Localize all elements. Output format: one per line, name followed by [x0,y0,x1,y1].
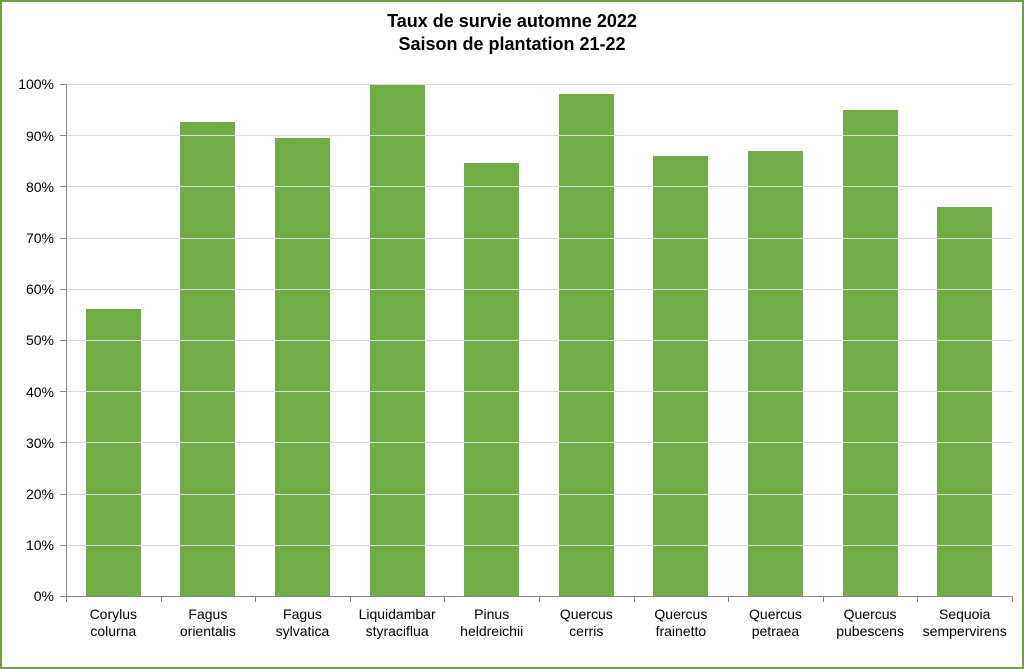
gridline [66,238,1012,239]
y-tick-label: 10% [2,537,54,553]
x-category-label: Coryluscolurna [66,606,161,640]
bar [464,163,519,596]
x-tick-mark [917,596,918,602]
x-category-label-line1: Liquidambar [350,606,445,623]
x-category-label-line2: styraciflua [350,623,445,640]
x-category-label-line1: Sequoia [917,606,1012,623]
x-tick-mark [255,596,256,602]
x-category-label: Fagusorientalis [161,606,256,640]
x-tick-mark [350,596,351,602]
x-category-label-line2: heldreichii [444,623,539,640]
gridline [66,391,1012,392]
x-category-label-line1: Quercus [728,606,823,623]
gridline [66,545,1012,546]
x-category-label-line1: Fagus [161,606,256,623]
x-category-label-line2: orientalis [161,623,256,640]
y-tick-label: 80% [2,179,54,195]
x-category-label-line2: colurna [66,623,161,640]
y-tick-label: 60% [2,281,54,297]
bar [180,122,235,596]
x-category-label-line2: cerris [539,623,634,640]
x-category-label-line1: Pinus [444,606,539,623]
x-category-label-line1: Fagus [255,606,350,623]
x-tick-mark [1012,596,1013,602]
x-tick-mark [66,596,67,602]
x-category-label: Pinusheldreichii [444,606,539,640]
y-tick-label: 0% [2,588,54,604]
chart-title-line1: Taux de survie automne 2022 [2,10,1022,33]
x-category-label: Quercuspubescens [823,606,918,640]
x-tick-mark [444,596,445,602]
y-tick-label: 40% [2,384,54,400]
gridline [66,135,1012,136]
x-category-label-line2: pubescens [823,623,918,640]
bar [275,138,330,596]
y-tick-label: 20% [2,486,54,502]
x-tick-mark [634,596,635,602]
x-tick-mark [539,596,540,602]
gridline [66,340,1012,341]
bar [748,151,803,596]
x-category-label-line2: sylvatica [255,623,350,640]
x-category-label-line1: Quercus [634,606,729,623]
chart-title-line2: Saison de plantation 21-22 [2,33,1022,56]
y-axis-line [66,84,67,596]
x-category-label: Liquidambarstyraciflua [350,606,445,640]
x-category-label-line1: Quercus [539,606,634,623]
x-tick-mark [823,596,824,602]
x-category-label: Quercuscerris [539,606,634,640]
chart-frame: Taux de survie automne 2022 Saison de pl… [0,0,1024,669]
x-category-label: Quercusfrainetto [634,606,729,640]
x-category-label-line2: petraea [728,623,823,640]
gridline [66,289,1012,290]
x-category-label-line1: Corylus [66,606,161,623]
bar [937,207,992,596]
x-category-label-line2: frainetto [634,623,729,640]
x-category-label-line2: sempervirens [917,623,1012,640]
bar [86,309,141,596]
gridline [66,186,1012,187]
bar [843,110,898,596]
x-category-label: Quercuspetraea [728,606,823,640]
gridline [66,442,1012,443]
y-tick-label: 100% [2,76,54,92]
x-category-label-line1: Quercus [823,606,918,623]
gridline [66,494,1012,495]
bar [559,94,614,596]
y-tick-label: 70% [2,230,54,246]
y-tick-label: 30% [2,435,54,451]
y-tick-label: 90% [2,128,54,144]
y-tick-label: 50% [2,332,54,348]
x-tick-mark [161,596,162,602]
plot-area [66,84,1012,596]
bar [653,156,708,596]
x-category-label: Sequoiasempervirens [917,606,1012,640]
x-category-label: Fagussylvatica [255,606,350,640]
x-tick-mark [728,596,729,602]
chart-title: Taux de survie automne 2022 Saison de pl… [2,10,1022,55]
gridline [66,84,1012,85]
